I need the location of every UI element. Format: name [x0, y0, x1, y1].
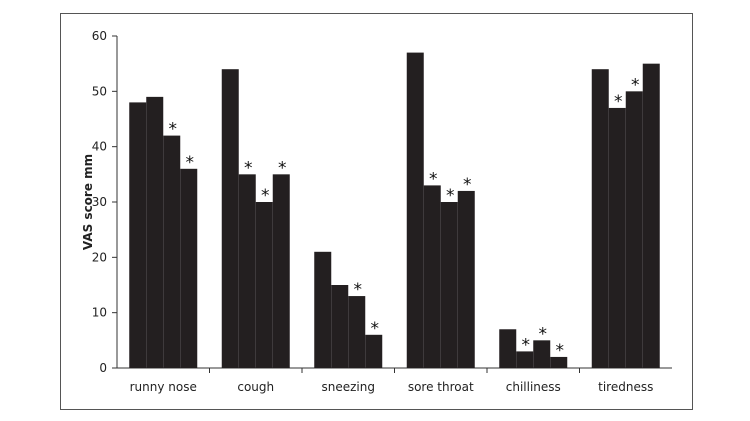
bar	[146, 96, 164, 368]
bar	[255, 202, 273, 368]
bar	[625, 91, 643, 368]
significance-star: *	[522, 335, 531, 355]
bar	[516, 351, 534, 368]
bar	[272, 174, 290, 368]
axes: 0 10 20 30 40 50 60	[92, 29, 672, 375]
bar	[608, 107, 626, 368]
category-label: runny nose	[130, 380, 197, 394]
significance-star: *	[463, 175, 472, 195]
significance-markers: * * * * * * * * * * * * * * *	[169, 75, 640, 361]
category-label: tiredness	[598, 380, 653, 394]
y-tick-label: 10	[92, 306, 107, 320]
bar	[180, 168, 198, 368]
bar	[314, 251, 332, 368]
bar	[129, 102, 147, 369]
bar	[591, 69, 609, 368]
bar	[221, 69, 239, 368]
significance-star: *	[354, 280, 363, 300]
y-tick-label: 20	[92, 250, 107, 264]
bars	[129, 52, 660, 369]
bar	[348, 296, 366, 368]
y-tick-label: 30	[92, 195, 107, 209]
bar	[440, 202, 458, 368]
significance-star: *	[261, 186, 270, 206]
bar	[499, 329, 517, 368]
significance-star: *	[371, 319, 380, 339]
category-label: chilliness	[506, 380, 561, 394]
bar	[642, 63, 660, 369]
bar	[406, 52, 424, 368]
significance-star: *	[539, 324, 548, 344]
bar	[331, 285, 349, 368]
significance-star: *	[186, 153, 195, 173]
category-labels: runny nose cough sneezing sore throat chilli…	[130, 380, 654, 394]
y-tick-label: 50	[92, 84, 107, 98]
y-tick-label: 0	[99, 361, 107, 375]
y-axis-title: VAS score mm	[81, 154, 95, 250]
y-tick-label: 60	[92, 29, 107, 43]
significance-star: *	[631, 75, 640, 95]
chart-frame	[60, 13, 693, 410]
significance-star: *	[614, 92, 623, 112]
bar	[423, 185, 441, 368]
y-tick-label: 40	[92, 140, 107, 154]
bar	[457, 190, 475, 368]
category-label: cough	[237, 380, 274, 394]
bar	[238, 174, 256, 368]
bar	[365, 334, 383, 368]
bar	[163, 135, 181, 368]
significance-star: *	[446, 186, 455, 206]
category-label: sore throat	[408, 380, 474, 394]
bar	[533, 340, 551, 368]
bar	[550, 356, 568, 368]
significance-star: *	[429, 169, 438, 189]
significance-star: *	[169, 120, 178, 140]
significance-star: *	[278, 158, 287, 178]
significance-star: *	[244, 158, 253, 178]
significance-star: *	[556, 341, 565, 361]
category-label: sneezing	[322, 380, 375, 394]
